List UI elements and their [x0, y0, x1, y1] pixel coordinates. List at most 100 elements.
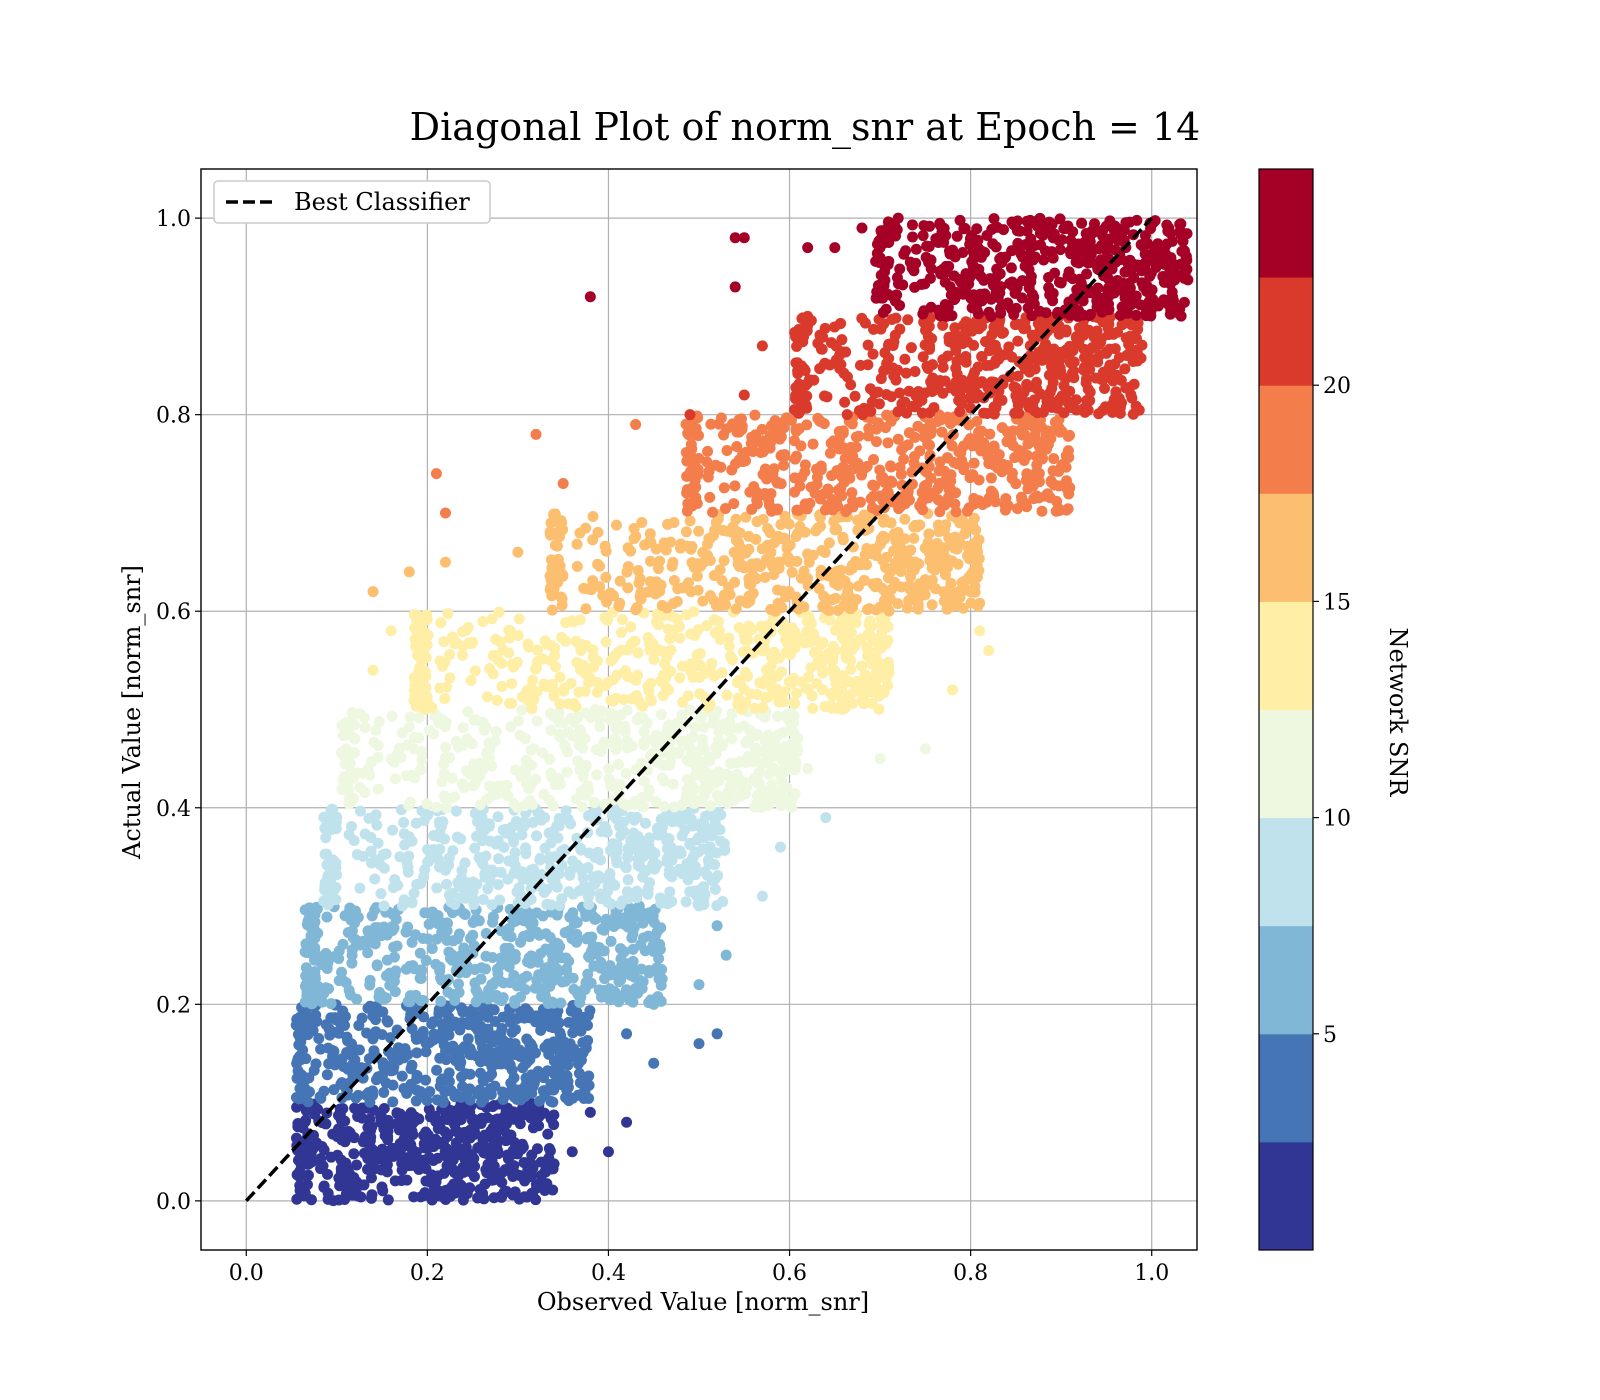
data-point — [1049, 366, 1061, 378]
data-point — [629, 798, 641, 810]
data-point — [481, 691, 493, 703]
data-point — [1112, 326, 1124, 338]
data-point — [867, 348, 879, 360]
data-point — [795, 440, 807, 452]
data-point — [526, 1069, 538, 1081]
data-point — [402, 866, 414, 878]
data-point — [652, 563, 664, 575]
data-point — [400, 770, 412, 782]
data-point — [371, 819, 383, 831]
data-point — [342, 780, 354, 792]
data-point — [1099, 382, 1111, 394]
data-point — [486, 1068, 498, 1080]
data-point — [895, 581, 907, 593]
data-point — [790, 425, 802, 437]
data-point — [582, 931, 594, 943]
data-point — [902, 314, 914, 326]
data-point — [680, 896, 692, 908]
data-point — [590, 913, 602, 925]
data-point — [749, 409, 761, 421]
data-point — [572, 989, 584, 1001]
data-point — [403, 799, 415, 811]
data-point — [1054, 426, 1066, 438]
data-point — [835, 358, 847, 370]
data-point — [1033, 492, 1045, 504]
data-point — [730, 525, 742, 537]
data-point — [704, 698, 716, 710]
data-point — [459, 1153, 471, 1165]
data-point — [536, 747, 548, 759]
data-point — [554, 729, 566, 741]
data-point — [469, 842, 481, 854]
data-point — [647, 858, 659, 870]
data-point — [604, 707, 616, 719]
data-point — [466, 1046, 478, 1058]
data-point — [537, 653, 549, 665]
data-point — [1033, 305, 1045, 317]
data-point — [698, 773, 710, 785]
data-point — [666, 854, 678, 866]
data-point — [532, 807, 544, 819]
data-point — [892, 433, 904, 445]
plot-area: 0.0 0.2 0.4 0.6 0.8 1.00.00.20.40.60.81.0 — [156, 168, 1198, 1286]
outlier-point — [802, 310, 814, 322]
data-point — [431, 882, 443, 894]
data-point — [719, 844, 731, 856]
data-point — [721, 689, 733, 701]
data-point — [799, 459, 811, 471]
data-point — [622, 561, 634, 573]
data-point — [582, 677, 594, 689]
data-point — [556, 593, 568, 605]
data-point — [836, 490, 848, 502]
data-point — [416, 754, 428, 766]
data-point — [885, 415, 897, 427]
data-point — [989, 357, 1001, 369]
data-point — [938, 542, 950, 554]
data-point — [611, 813, 623, 825]
data-point — [921, 240, 933, 252]
data-point — [666, 746, 678, 758]
data-point — [889, 557, 901, 569]
data-point — [567, 1027, 579, 1039]
data-point — [603, 763, 615, 775]
data-point — [650, 729, 662, 741]
data-point — [414, 947, 426, 959]
data-point — [439, 1126, 451, 1138]
data-point — [777, 727, 789, 739]
data-point — [592, 526, 604, 538]
data-point — [423, 855, 435, 867]
data-point — [498, 841, 510, 853]
data-point — [561, 963, 573, 975]
data-point — [292, 1065, 304, 1077]
data-point — [660, 671, 672, 683]
data-point — [427, 909, 439, 921]
data-point — [841, 409, 853, 421]
data-point — [705, 800, 717, 812]
data-point — [387, 882, 399, 894]
data-point — [342, 1063, 354, 1075]
data-point — [503, 624, 515, 636]
data-point — [774, 556, 786, 568]
data-point — [671, 613, 683, 625]
data-point — [307, 913, 319, 925]
data-point — [382, 1134, 394, 1146]
data-point — [882, 486, 894, 498]
data-point — [1039, 342, 1051, 354]
data-point — [514, 991, 526, 1003]
data-point — [542, 1009, 554, 1021]
data-point — [919, 542, 931, 554]
data-point — [981, 229, 993, 241]
data-point — [816, 545, 828, 557]
data-point — [961, 505, 973, 517]
data-point — [753, 633, 765, 645]
data-point — [1029, 429, 1041, 441]
data-point — [749, 702, 761, 714]
data-point — [683, 428, 695, 440]
data-point — [846, 442, 858, 454]
data-point — [475, 1096, 487, 1108]
data-point — [541, 975, 553, 987]
data-point — [668, 575, 680, 587]
data-point — [663, 759, 675, 771]
data-point — [713, 625, 725, 637]
data-point — [619, 665, 631, 677]
